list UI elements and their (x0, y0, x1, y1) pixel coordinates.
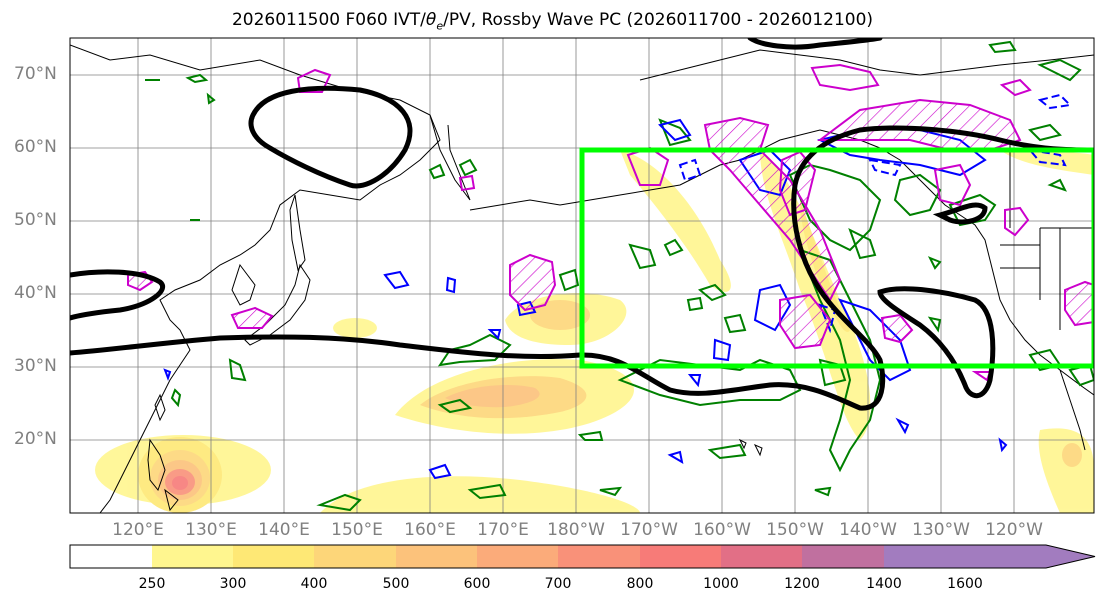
colorbar-tick: 1600 (947, 576, 983, 592)
lon-label-160w: 160°W (693, 520, 751, 540)
colorbar-tick: 1000 (703, 576, 739, 592)
colorbar-tick: 1400 (866, 576, 902, 592)
map-border (69, 37, 1095, 514)
moisture-contours (145, 40, 1094, 512)
lat-label-70n: 70°N (14, 64, 57, 84)
pv-contours (127, 63, 1094, 382)
colorbar-tick: 800 (626, 576, 654, 592)
lon-label-140e: 140°E (258, 520, 310, 540)
colorbar (69, 544, 1096, 569)
lon-label-120w: 120°W (985, 520, 1043, 540)
colorbar-tick: 500 (382, 576, 410, 592)
rossby-wave-contours (70, 38, 1094, 411)
colorbar-tick: 700 (544, 576, 572, 592)
colorbar-tick: 300 (219, 576, 247, 592)
lon-label-170e: 170°E (477, 520, 529, 540)
lon-label-130w: 130°W (912, 520, 970, 540)
lon-label-160e: 160°E (404, 520, 456, 540)
lon-label-180w: 180°W (547, 520, 605, 540)
lat-label-40n: 40°N (14, 283, 57, 303)
lon-label-170w: 170°W (620, 520, 678, 540)
colorbar-tick: 1200 (784, 576, 820, 592)
colorbar-tick: 400 (300, 576, 328, 592)
colorbar-tick: 250 (138, 576, 166, 592)
lat-label-20n: 20°N (14, 429, 57, 449)
lon-label-140w: 140°W (839, 520, 897, 540)
lon-label-150w: 150°W (766, 520, 824, 540)
map-title: 2026011500 F060 IVT/θe/PV, Rossby Wave P… (231, 10, 874, 33)
highlight-box (579, 147, 1094, 369)
lon-label-120e: 120°E (112, 520, 164, 540)
lon-label-150e: 150°E (331, 520, 383, 540)
lat-label-50n: 50°N (14, 210, 57, 230)
colorbar-tick: 600 (463, 576, 491, 592)
lat-label-30n: 30°N (14, 356, 57, 376)
lon-label-130e: 130°E (185, 520, 237, 540)
lat-label-60n: 60°N (14, 137, 57, 157)
